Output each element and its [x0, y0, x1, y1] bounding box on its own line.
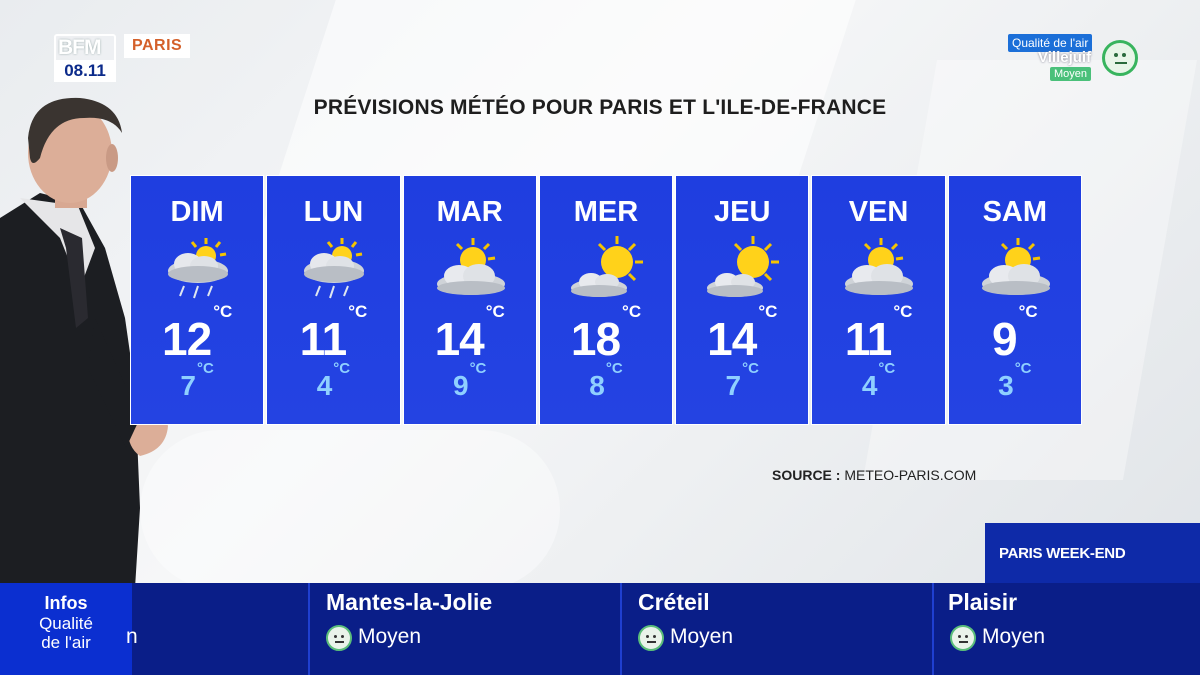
- max-temperature: 9: [991, 313, 1018, 365]
- forecast-day: SAM 9°C 3°C: [947, 175, 1082, 425]
- sun-behind-cloud-icon: [436, 238, 505, 295]
- ticker-separator: [620, 583, 622, 675]
- ticker-city: Plaisir: [948, 589, 1018, 615]
- unit-label: °C: [348, 301, 368, 321]
- section-label: PARIS WEEK-END: [985, 523, 1200, 583]
- unit-label: °C: [333, 359, 351, 377]
- logo-text: BFM: [58, 36, 101, 59]
- forecast-day: MER 18°C 8°C: [538, 175, 674, 425]
- max-temperature: 18: [570, 313, 621, 365]
- ticker-item: Mantes-la-Jolie Moyen: [310, 583, 620, 675]
- news-ticker: [0, 583, 1200, 675]
- ticker-level: Moyen: [358, 625, 422, 648]
- ticker-level: Moyen: [982, 625, 1046, 648]
- neutral-face-icon: [950, 625, 976, 651]
- sun-cloud-rain-icon: [304, 238, 365, 299]
- presenter-figure: [0, 97, 168, 588]
- info-subtitle-line2: de l'air: [41, 633, 91, 652]
- min-temperature: 4: [861, 370, 878, 401]
- sun-small-cloud-icon: [707, 236, 780, 297]
- source-value: METEO-PARIS.COM: [844, 467, 977, 483]
- forecast-day: DIM 12°C 7°C: [130, 175, 265, 425]
- unit-label: °C: [197, 359, 214, 377]
- clock-time: 08.11: [54, 60, 116, 82]
- neutral-face-icon: [638, 625, 664, 651]
- day-name: DIM: [170, 196, 224, 228]
- air-quality-city: Villejuif: [1038, 49, 1092, 66]
- day-name: VEN: [848, 196, 909, 228]
- source-label: SOURCE :: [772, 467, 841, 483]
- ticker-item: Plaisir Moyen: [934, 583, 1200, 675]
- ticker-partial-text: n: [126, 625, 138, 648]
- min-temperature: 7: [180, 370, 196, 401]
- unit-label: °C: [1014, 359, 1032, 377]
- city-tag: PARIS: [124, 34, 191, 58]
- forecast-day: LUN 11°C 4°C: [266, 175, 401, 425]
- forecast-day: JEU 14°C 7°C: [675, 175, 810, 425]
- max-temperature: 11: [844, 313, 893, 365]
- min-temperature: 7: [725, 370, 742, 401]
- sun-behind-cloud-icon: [845, 238, 914, 295]
- min-temperature: 3: [998, 370, 1014, 401]
- unit-label: °C: [469, 359, 487, 377]
- max-temperature: 14: [707, 313, 757, 365]
- sun-cloud-rain-icon: [168, 238, 228, 299]
- day-name: LUN: [303, 196, 364, 228]
- unit-label: °C: [622, 301, 642, 321]
- unit-label: °C: [878, 359, 896, 377]
- unit-label: °C: [485, 301, 505, 321]
- sun-behind-cloud-icon: [981, 238, 1050, 295]
- ticker-level: Moyen: [670, 625, 734, 648]
- min-temperature: 4: [316, 370, 333, 401]
- page-title: PRÉVISIONS MÉTÉO POUR PARIS ET L'ILE-DE-…: [313, 96, 887, 119]
- ticker-separator: [932, 583, 934, 675]
- ticker-city: Créteil: [638, 589, 710, 615]
- day-name: MAR: [436, 196, 503, 228]
- info-title: Infos: [44, 593, 88, 613]
- day-name: JEU: [714, 196, 771, 228]
- unit-label: °C: [605, 359, 623, 377]
- max-temperature: 11: [299, 313, 348, 365]
- min-temperature: 8: [589, 370, 605, 401]
- forecast-grid: DIM 12°C 7°C LUN 11°C 4°C MAR: [130, 175, 1082, 425]
- sun-small-cloud-icon: [570, 236, 643, 297]
- max-temperature: 12: [162, 313, 212, 365]
- ticker-city: Mantes-la-Jolie: [326, 589, 493, 615]
- ticker-item: Créteil Moyen: [622, 583, 932, 675]
- forecast-day: VEN 11°C 4°C: [811, 175, 946, 425]
- air-quality-level: Moyen: [1050, 67, 1092, 81]
- unit-label: °C: [1018, 301, 1038, 321]
- unit-label: °C: [893, 301, 913, 321]
- unit-label: °C: [758, 301, 778, 321]
- day-name: SAM: [982, 196, 1048, 228]
- neutral-face-icon: [1102, 40, 1138, 76]
- ticker-info-label: Infos Qualité de l'air: [0, 583, 132, 675]
- info-subtitle-line1: Qualité: [39, 614, 93, 633]
- day-name: MER: [573, 196, 639, 228]
- background-shape: [140, 430, 560, 590]
- forecast-day: MAR 14°C 9°C: [402, 175, 537, 425]
- unit-label: °C: [742, 359, 759, 377]
- source-credit: SOURCE : METEO-PARIS.COM: [772, 467, 976, 483]
- air-quality-title: Qualité de l'air: [1008, 34, 1093, 52]
- neutral-face-icon: [326, 625, 352, 651]
- unit-label: °C: [213, 301, 233, 321]
- min-temperature: 9: [452, 370, 469, 401]
- ticker-item-partial: n: [126, 583, 308, 675]
- max-temperature: 14: [434, 313, 485, 365]
- ticker-separator: [308, 583, 310, 675]
